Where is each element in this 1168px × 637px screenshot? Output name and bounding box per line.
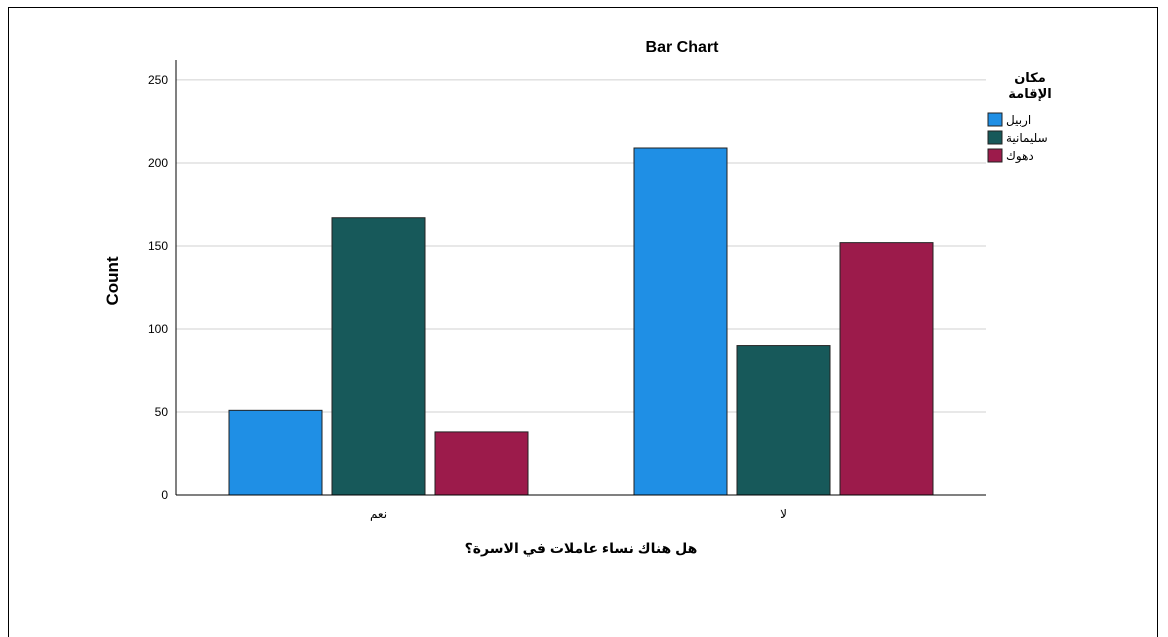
legend-swatch-0 xyxy=(987,112,1003,127)
chart-frame xyxy=(8,7,1158,637)
legend-label-1: سليمانية xyxy=(1006,131,1048,145)
y-tick-label: 150 xyxy=(148,239,168,253)
legend-title-line2: الإقامة xyxy=(1008,87,1051,102)
axes xyxy=(175,60,986,496)
legend-swatch-2 xyxy=(987,148,1003,163)
bar-0-1 xyxy=(331,217,426,496)
y-tick-label: 50 xyxy=(155,405,169,419)
chart-title: Bar Chart xyxy=(646,39,720,56)
legend-items: اربيل سليمانية دهوك xyxy=(987,112,1048,164)
x-tick-labels: نعم لا xyxy=(370,507,787,521)
bar-0-0 xyxy=(228,409,323,496)
y-tick-label: 0 xyxy=(161,488,168,502)
legend-title-line1: مكان xyxy=(1014,71,1046,86)
bar-0-2 xyxy=(434,431,529,496)
bar-1-1 xyxy=(736,345,831,496)
x-tick-label: لا xyxy=(780,507,787,521)
legend-label-0: اربيل xyxy=(1006,113,1031,128)
legend-label-2: دهوك xyxy=(1006,149,1034,164)
legend-swatch-1 xyxy=(987,130,1003,145)
y-tick-labels: 0 50 100 150 200 250 xyxy=(148,73,168,502)
x-tick-label: نعم xyxy=(370,507,387,521)
y-tick-label: 200 xyxy=(148,156,168,170)
y-tick-label: 250 xyxy=(148,73,168,87)
y-axis-title: Count xyxy=(103,256,122,305)
y-tick-label: 100 xyxy=(148,322,168,336)
bars xyxy=(228,147,934,496)
legend: مكان الإقامة اربيل سليمانية دهوك xyxy=(987,71,1052,164)
bar-1-2 xyxy=(839,242,934,496)
bar-1-0 xyxy=(633,147,728,496)
x-axis-title: هل هناك نساء عاملات في الاسرة؟ xyxy=(465,540,698,557)
